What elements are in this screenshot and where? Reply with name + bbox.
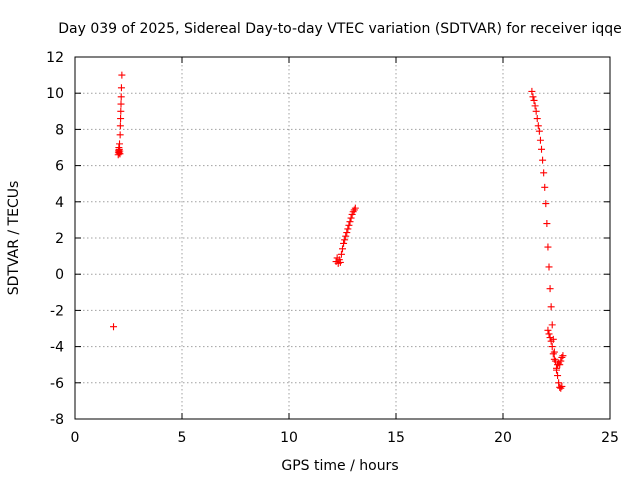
data-point [340, 239, 348, 247]
data-point [543, 220, 551, 228]
data-point [558, 382, 566, 390]
data-point [544, 326, 552, 334]
y-tick-label: 10 [46, 86, 64, 102]
data-point [539, 156, 547, 164]
y-tick-label: 4 [55, 195, 64, 211]
y-tick-label: -4 [50, 340, 64, 356]
data-point [341, 236, 349, 244]
data-points [110, 71, 567, 392]
x-tick-label: 10 [280, 430, 298, 446]
x-tick-label: 20 [494, 430, 512, 446]
data-point [547, 303, 555, 311]
data-point [530, 96, 538, 104]
data-point [554, 372, 562, 380]
data-point [547, 337, 555, 345]
y-tick-label: 6 [55, 159, 64, 175]
data-point [116, 131, 124, 139]
data-point [528, 87, 536, 95]
data-point [548, 321, 556, 329]
x-tick-label: 0 [71, 430, 80, 446]
data-point [533, 115, 541, 123]
data-point [550, 355, 558, 363]
axis-ticks: 0 5 10 15 20 25 -8 -6 -4 -2 0 2 4 6 8 10 12 [46, 50, 619, 446]
data-point [531, 102, 539, 110]
data-point [548, 343, 556, 351]
x-tick-label: 25 [601, 430, 619, 446]
y-tick-label: 2 [55, 231, 64, 247]
data-point [553, 366, 560, 374]
x-tick-label: 15 [387, 430, 405, 446]
data-point [529, 93, 537, 101]
data-point [343, 229, 351, 237]
data-point [556, 361, 564, 369]
grid [75, 57, 610, 419]
data-point [117, 93, 125, 101]
data-point [116, 150, 124, 158]
data-point [342, 232, 350, 240]
data-point [544, 243, 552, 251]
data-point [546, 334, 554, 342]
chart-title: Day 039 of 2025, Sidereal Day-to-day VTE… [58, 21, 622, 37]
data-point [541, 183, 549, 191]
data-point [536, 136, 544, 144]
data-point [337, 250, 345, 258]
data-point [532, 107, 540, 115]
data-point [559, 352, 567, 360]
x-tick-label: 5 [178, 430, 187, 446]
y-tick-label: 12 [46, 50, 64, 66]
data-point [542, 200, 550, 208]
data-point [545, 330, 553, 338]
data-point [117, 107, 125, 115]
y-axis-label: SDTVAR / TECUs [6, 181, 22, 296]
x-axis-label: GPS time / hours [281, 458, 398, 474]
data-point [344, 225, 352, 233]
data-point [557, 357, 565, 365]
y-tick-label: -8 [50, 412, 64, 428]
data-point [347, 214, 355, 222]
data-point [117, 115, 125, 123]
data-point [555, 379, 563, 387]
y-tick-label: 8 [55, 122, 64, 138]
data-point [538, 145, 546, 153]
data-point [118, 71, 126, 79]
data-point [545, 263, 553, 271]
data-point [540, 169, 548, 177]
data-point [546, 285, 554, 293]
data-point [351, 204, 359, 212]
data-point [116, 122, 124, 130]
data-point [336, 258, 344, 266]
data-point [110, 323, 118, 331]
data-point [117, 84, 125, 92]
y-tick-label: 0 [55, 267, 64, 283]
data-point [116, 140, 124, 148]
y-tick-label: -2 [50, 303, 64, 319]
y-tick-label: -6 [50, 376, 64, 392]
data-point [558, 353, 566, 361]
data-point [535, 127, 543, 135]
data-point [117, 100, 125, 108]
data-point [346, 218, 354, 226]
data-point [534, 122, 542, 130]
data-point [345, 221, 353, 229]
data-point [339, 245, 346, 253]
data-point [549, 350, 557, 358]
